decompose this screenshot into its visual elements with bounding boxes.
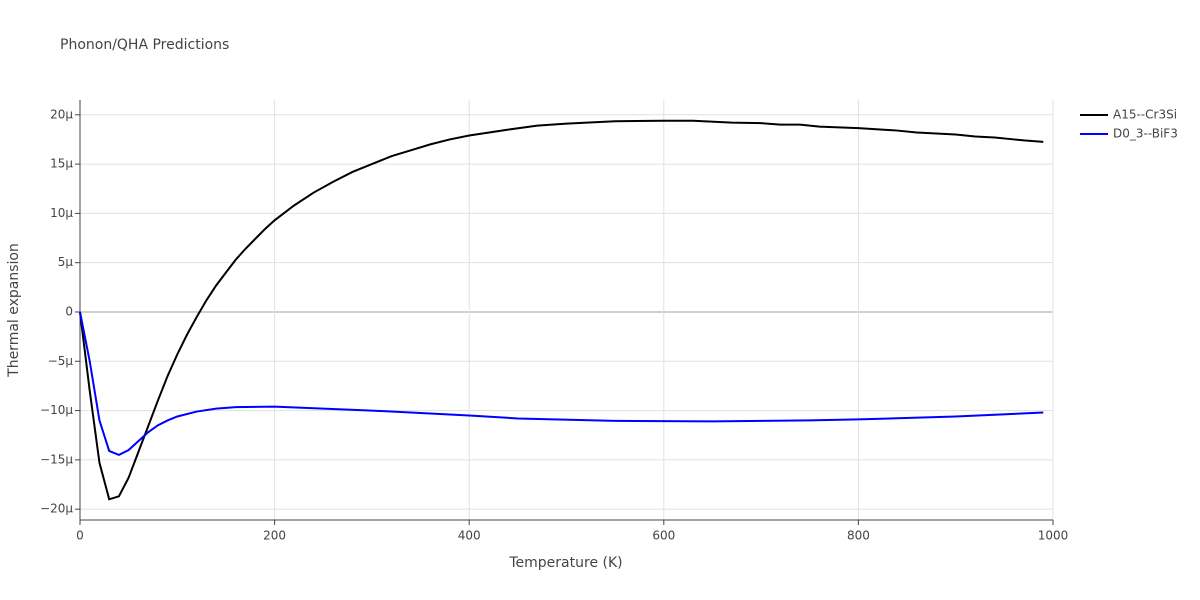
y-tick-label: 5μ	[58, 255, 74, 269]
x-tick-label: 200	[263, 529, 286, 543]
x-tick-label: 400	[458, 529, 481, 543]
y-tick-label: −5μ	[48, 354, 74, 368]
y-axis-label: Thermal expansion	[6, 243, 22, 378]
legend-label: A15--Cr3Si	[1113, 108, 1177, 122]
line-series	[79, 311, 1044, 457]
x-tick-label: 600	[652, 529, 675, 543]
x-axis-label: Temperature (K)	[508, 555, 622, 571]
y-tick-label: −10μ	[40, 403, 73, 417]
x-tick-label: 1000	[1038, 529, 1069, 543]
y-tick-label: 20μ	[50, 107, 73, 121]
y-tick-label: −20μ	[40, 502, 73, 516]
line-series	[79, 119, 1044, 501]
x-tick-label: 0	[76, 529, 84, 543]
y-tick-label: 0	[65, 304, 73, 318]
y-tick-label: 15μ	[50, 157, 73, 171]
y-tick-label: 10μ	[50, 206, 73, 220]
chart-title: Phonon/QHA Predictions	[60, 37, 229, 53]
y-tick-label: −15μ	[40, 452, 73, 466]
legend-label: D0_3--BiF3	[1113, 127, 1178, 141]
x-tick-label: 800	[847, 529, 870, 543]
